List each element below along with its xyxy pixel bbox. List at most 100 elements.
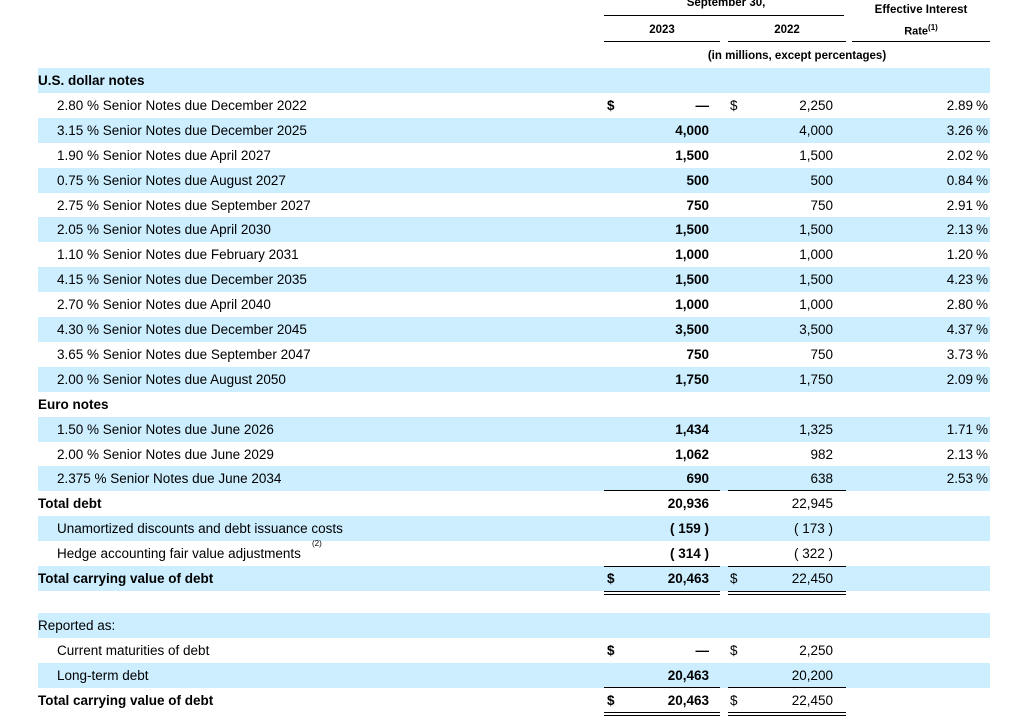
header-rate: Rate(1) xyxy=(852,23,990,38)
row-label: 2.05 % Senior Notes due April 2030 xyxy=(57,222,271,238)
value-2023: 1,500 xyxy=(675,222,709,238)
row-label: 2.75 % Senior Notes due September 2027 xyxy=(57,197,311,213)
row-label: 2.70 % Senior Notes due April 2040 xyxy=(57,297,271,313)
percent-sign: % xyxy=(975,247,988,263)
value-2022: 4,000 xyxy=(799,122,833,138)
value-2023: 1,500 xyxy=(675,147,709,163)
value-2022: 22,450 xyxy=(791,692,833,708)
effective-rate: 3.26 xyxy=(946,122,973,138)
table-row: 1.90 % Senior Notes due April 2027 1,500 1… xyxy=(38,143,990,168)
percent-sign: % xyxy=(975,322,988,337)
value-2022: 3,500 xyxy=(799,322,833,337)
row-label: 0.75 % Senior Notes due August 2027 xyxy=(57,172,286,188)
row-label: Hedge accounting fair value adjustments xyxy=(57,546,301,562)
row-label: Reported as: xyxy=(38,618,116,633)
dollar-sign-2022: $ xyxy=(730,571,738,586)
subtotal-rule-2022 xyxy=(728,566,846,567)
table-row: 2.70 % Senior Notes due April 2040 1,000 1… xyxy=(38,292,990,317)
table-row: 2.05 % Senior Notes due April 2030 1,500 1… xyxy=(38,217,990,243)
dollar-sign-2023: $ xyxy=(607,692,615,708)
value-2023: 1,000 xyxy=(675,297,709,313)
row-label: 1.10 % Senior Notes due February 2031 xyxy=(57,247,299,263)
value-2022: 1,500 xyxy=(799,222,833,238)
subtotal-rule-2023 xyxy=(604,566,720,567)
row-label: Total carrying value of debt xyxy=(38,571,214,586)
percent-sign: % xyxy=(975,471,988,487)
value-2022: 750 xyxy=(810,346,833,362)
header-september-30: September 30, xyxy=(686,0,766,9)
value-2023: 1,750 xyxy=(675,371,709,387)
row-label: 2.00 % Senior Notes due August 2050 xyxy=(57,371,286,387)
double-rule-2023 xyxy=(604,591,720,595)
header-rule-2023 xyxy=(604,41,720,42)
table-row: 1.50 % Senior Notes due June 2026 1,434 1,… xyxy=(38,416,990,442)
effective-rate: 4.37 xyxy=(946,322,973,337)
row-label: 4.30 % Senior Notes due December 2045 xyxy=(57,322,307,337)
value-2022: 1,500 xyxy=(799,147,833,163)
table-row: Hedge accounting fair value adjustments (… xyxy=(38,539,990,566)
effective-rate: 1.71 xyxy=(946,421,973,437)
value-2022: ( 322 ) xyxy=(793,546,833,562)
value-2022: 982 xyxy=(810,446,833,462)
dollar-sign-2023: $ xyxy=(607,571,615,586)
dollar-sign-2022: $ xyxy=(730,97,738,113)
effective-rate: 2.91 xyxy=(946,197,973,213)
row-label: 1.90 % Senior Notes due April 2027 xyxy=(57,147,271,163)
table-row: 2.375 % Senior Notes due June 2034 690 638… xyxy=(38,466,990,492)
value-2022: 500 xyxy=(810,172,833,188)
row-label: 2.375 % Senior Notes due June 2034 xyxy=(57,471,282,487)
header-effective-interest: Effective Interest xyxy=(874,4,968,16)
value-2022: 22,945 xyxy=(791,496,833,512)
percent-sign: % xyxy=(975,172,988,188)
row-label: 3.65 % Senior Notes due September 2047 xyxy=(57,346,311,362)
value-2023: 690 xyxy=(686,471,709,487)
percent-sign: % xyxy=(975,421,988,437)
effective-rate: 2.53 xyxy=(946,471,973,487)
table-row: 3.15 % Senior Notes due December 2025 4,0… xyxy=(38,117,990,143)
percent-sign: % xyxy=(975,446,988,462)
value-2022: 750 xyxy=(810,197,833,213)
table-row: Unamortized discounts and debt issuance … xyxy=(38,516,990,542)
row-label: 4.15 % Senior Notes due December 2035 xyxy=(57,272,307,288)
percent-sign: % xyxy=(975,297,988,313)
effective-rate: 0.84 xyxy=(946,172,973,188)
row-label: Total carrying value of debt xyxy=(38,692,214,708)
percent-sign: % xyxy=(975,97,988,113)
row-label: Current maturities of debt xyxy=(57,642,210,658)
table-row: Long-term debt 20,463 20,200 xyxy=(38,662,990,688)
effective-rate: 1.20 xyxy=(946,247,973,263)
row-label: Total debt xyxy=(38,496,102,512)
header-rate-label: Rate xyxy=(904,25,929,38)
value-2023: — xyxy=(695,97,710,113)
header-col-2022: 2022 xyxy=(774,24,800,36)
percent-sign: % xyxy=(975,197,988,213)
value-2022: 1,000 xyxy=(799,297,833,313)
value-2023: 4,000 xyxy=(675,122,709,138)
dollar-sign-2022: $ xyxy=(730,642,738,658)
table-row: 0.75 % Senior Notes due August 2027 500 50… xyxy=(38,167,990,193)
table-row: Current maturities of debt $ $ — 2,250 xyxy=(38,638,990,663)
percent-sign: % xyxy=(975,222,988,238)
value-2023: 1,062 xyxy=(675,446,709,462)
effective-rate: 2.89 xyxy=(946,97,973,113)
total-row: Total debt 20,936 22,945 xyxy=(38,491,990,516)
row-label: U.S. dollar notes xyxy=(38,73,145,88)
row-label: Unamortized discounts and debt issuance … xyxy=(57,521,343,537)
total-row: Total carrying value of debt $ $20,463 22,4… xyxy=(38,566,990,591)
value-2022: 20,200 xyxy=(791,667,833,683)
value-2023: ( 159 ) xyxy=(669,521,709,537)
value-2022: 2,250 xyxy=(799,97,833,113)
total-row: Total carrying value of debt $ $20,463 22,4… xyxy=(38,688,990,713)
header-rule-rate xyxy=(852,41,990,42)
header-units: (in millions, except percentages) xyxy=(707,50,887,62)
value-2022: ( 173 ) xyxy=(793,521,833,537)
table-row: 2.75 % Senior Notes due September 2027 75… xyxy=(38,193,990,218)
header-rule-2022 xyxy=(728,41,846,42)
value-2022: 1,750 xyxy=(799,371,833,387)
section-header: U.S. dollar notes xyxy=(38,68,990,93)
table-row: 2.00 % Senior Notes due August 2050 1,750… xyxy=(38,366,990,392)
percent-sign: % xyxy=(975,371,988,387)
reported-double-rule-2022 xyxy=(728,712,846,716)
effective-rate: 2.02 xyxy=(946,147,973,163)
value-2022: 2,250 xyxy=(799,642,833,658)
